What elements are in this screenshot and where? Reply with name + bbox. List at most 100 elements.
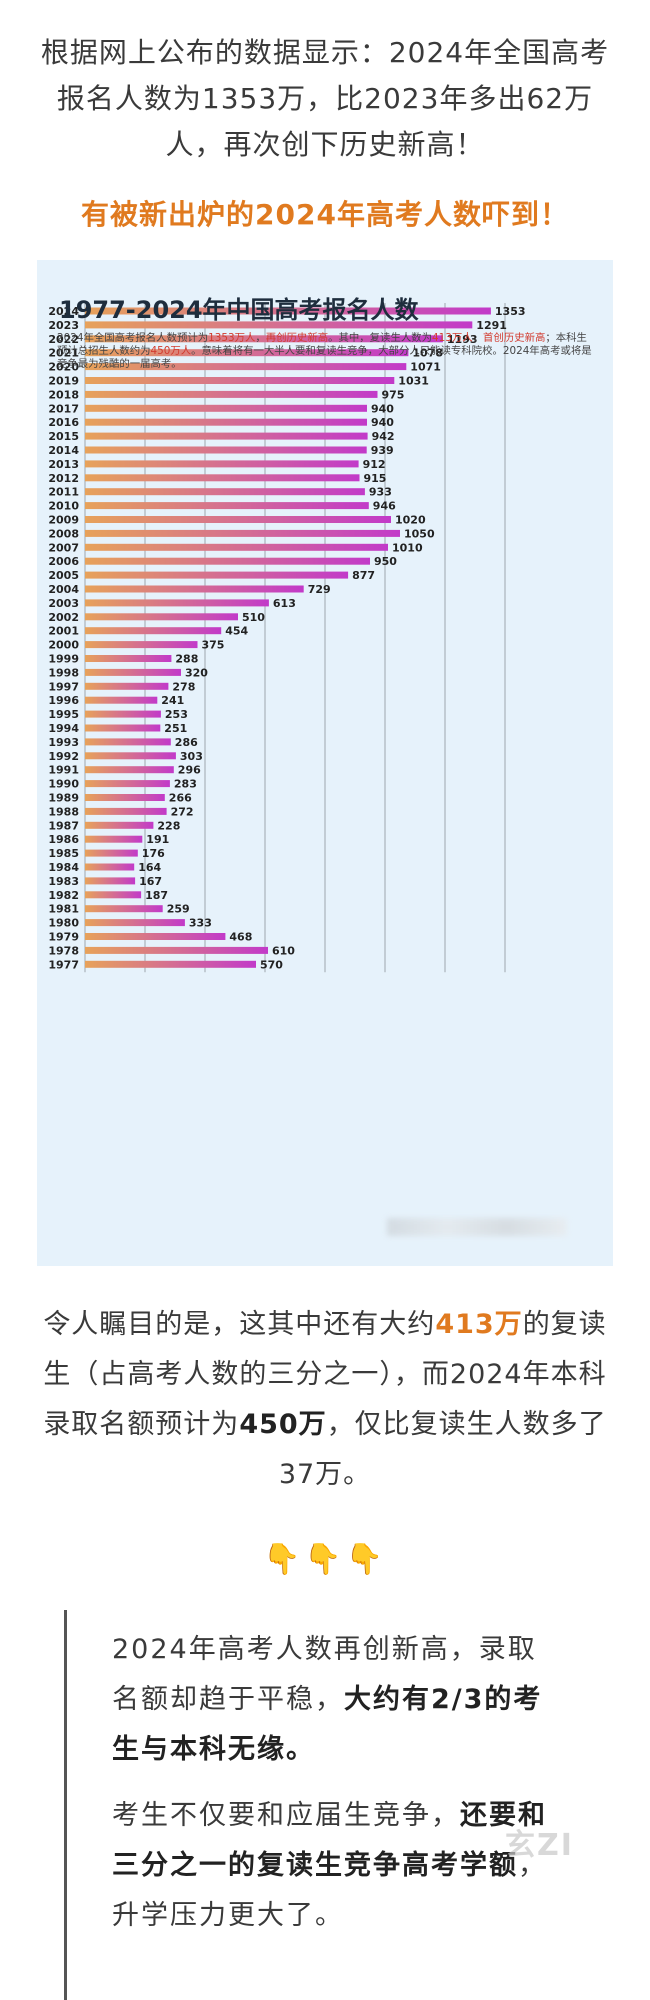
year-tick-label: 2016 xyxy=(48,416,79,429)
headline: 有被新出炉的2024年高考人数吓到！ xyxy=(81,198,569,231)
value-label: 1010 xyxy=(392,541,423,554)
year-tick-label: 2015 xyxy=(48,430,79,443)
value-label: 570 xyxy=(260,958,283,971)
bar-chart: 2024 1353 2023 1291 2022 1193 2021 1078 2020 1071… xyxy=(48,303,526,973)
bar xyxy=(85,807,167,815)
year-tick-label: 2001 xyxy=(48,625,79,638)
bar xyxy=(85,835,143,843)
value-label: 942 xyxy=(372,430,395,443)
year-tick-label: 1977 xyxy=(48,958,79,971)
bar xyxy=(85,571,349,579)
value-label: 946 xyxy=(373,500,396,513)
year-tick-label: 1982 xyxy=(48,889,79,902)
bar xyxy=(85,446,367,454)
subtitle-part: 2024年全国高考报名人数预计为 xyxy=(57,332,209,344)
value-label: 266 xyxy=(169,792,192,805)
value-label: 375 xyxy=(202,639,225,652)
year-tick-label: 2008 xyxy=(48,527,79,540)
value-label: 1050 xyxy=(404,527,435,540)
subtitle-part: ；本科生预计总招生人数约为 xyxy=(57,332,587,357)
year-tick-label: 1984 xyxy=(48,861,79,874)
value-label: 167 xyxy=(139,875,162,888)
bar xyxy=(85,710,161,718)
value-label: 933 xyxy=(369,486,392,499)
year-tick-label: 2009 xyxy=(48,514,79,527)
year-tick-label: 2017 xyxy=(48,402,79,415)
value-label: 283 xyxy=(174,778,197,791)
bar xyxy=(85,585,304,593)
bar xyxy=(85,363,407,371)
value-label: 1193 xyxy=(447,333,478,346)
year-tick-label: 1996 xyxy=(48,694,79,707)
bar xyxy=(85,432,368,440)
chart-title: 1977-2024年中国高考报名人数 xyxy=(59,296,419,324)
year-tick-label: 1991 xyxy=(48,764,79,777)
year-tick-label: 2020 xyxy=(48,361,79,374)
value-label: 940 xyxy=(371,416,394,429)
bar xyxy=(85,529,400,537)
value-label: 176 xyxy=(142,847,165,860)
intro-text: 根据网上公布的数据显示：2024年全国高考报名人数为1353万，比2023年多出… xyxy=(40,36,610,161)
quote-paragraph: 2024年高考人数再创新高，录取名额却趋于平稳，大约有2/3的考生与本科无缘。 xyxy=(112,1625,562,1775)
value-label: 228 xyxy=(157,819,180,832)
value-label: 278 xyxy=(172,680,195,693)
year-tick-label: 1995 xyxy=(48,708,79,721)
bar xyxy=(85,738,171,746)
subtitle-part: 。其中，复读生人数为 xyxy=(328,332,433,344)
value-label: 940 xyxy=(371,402,394,415)
value-label: 164 xyxy=(138,861,161,874)
year-tick-label: 1978 xyxy=(48,944,79,957)
chart-panel: 2024 1353 2023 1291 2022 1193 2021 1078 2020 1071… xyxy=(37,260,613,1266)
watermark-logo: 玄ZI xyxy=(505,1828,574,1863)
value-label: 510 xyxy=(242,611,265,624)
value-label: 877 xyxy=(352,569,375,582)
bar xyxy=(85,821,154,829)
bar xyxy=(85,599,269,607)
year-tick-label: 2024 xyxy=(48,305,79,318)
bar xyxy=(85,335,443,343)
analysis-paragraph: 令人瞩目的是，这其中还有大约413万的复读生（占高考人数的三分之一），而2024… xyxy=(40,1300,610,1500)
bar xyxy=(85,946,268,954)
bar xyxy=(85,627,222,635)
year-tick-label: 1987 xyxy=(48,819,79,832)
quote-bar xyxy=(64,1610,67,2000)
subtitle-highlight: 413万人 xyxy=(432,332,473,344)
bar xyxy=(85,474,360,482)
bar xyxy=(85,418,367,426)
para-bold: 450万 xyxy=(239,1409,327,1440)
value-label: 1031 xyxy=(398,375,429,388)
bar xyxy=(85,891,142,899)
value-label: 1071 xyxy=(410,361,441,374)
bar xyxy=(85,516,391,523)
year-tick-label: 1988 xyxy=(48,805,79,818)
bar xyxy=(85,960,256,968)
year-tick-label: 2018 xyxy=(48,388,79,401)
bar xyxy=(85,863,135,871)
bar xyxy=(85,668,181,676)
value-label: 241 xyxy=(161,694,184,707)
year-tick-label: 1992 xyxy=(48,750,79,763)
value-label: 303 xyxy=(180,750,203,763)
value-label: 296 xyxy=(178,764,201,777)
value-label: 729 xyxy=(308,583,331,596)
year-tick-label: 1993 xyxy=(48,736,79,749)
year-tick-label: 1980 xyxy=(48,917,79,930)
value-label: 253 xyxy=(165,708,188,721)
year-tick-label: 1990 xyxy=(48,778,79,791)
blurred-watermark xyxy=(387,1218,567,1236)
value-label: 613 xyxy=(273,597,296,610)
year-tick-label: 2004 xyxy=(48,583,79,596)
bar xyxy=(85,655,172,662)
bar xyxy=(85,682,169,690)
bar xyxy=(85,724,161,732)
bar xyxy=(85,780,170,788)
year-tick-label: 2013 xyxy=(48,458,79,471)
subtitle-highlight: 首创历史新高 xyxy=(483,332,546,344)
bar xyxy=(85,390,378,398)
year-tick-label: 2011 xyxy=(48,486,79,499)
value-label: 320 xyxy=(185,666,208,679)
chart-subtitle: 2024年全国高考报名人数预计为1353万人，再创历史新高。其中，复读生人数为4… xyxy=(57,332,593,371)
year-tick-label: 2014 xyxy=(48,444,79,457)
bar xyxy=(85,488,365,496)
value-label: 272 xyxy=(171,805,194,818)
